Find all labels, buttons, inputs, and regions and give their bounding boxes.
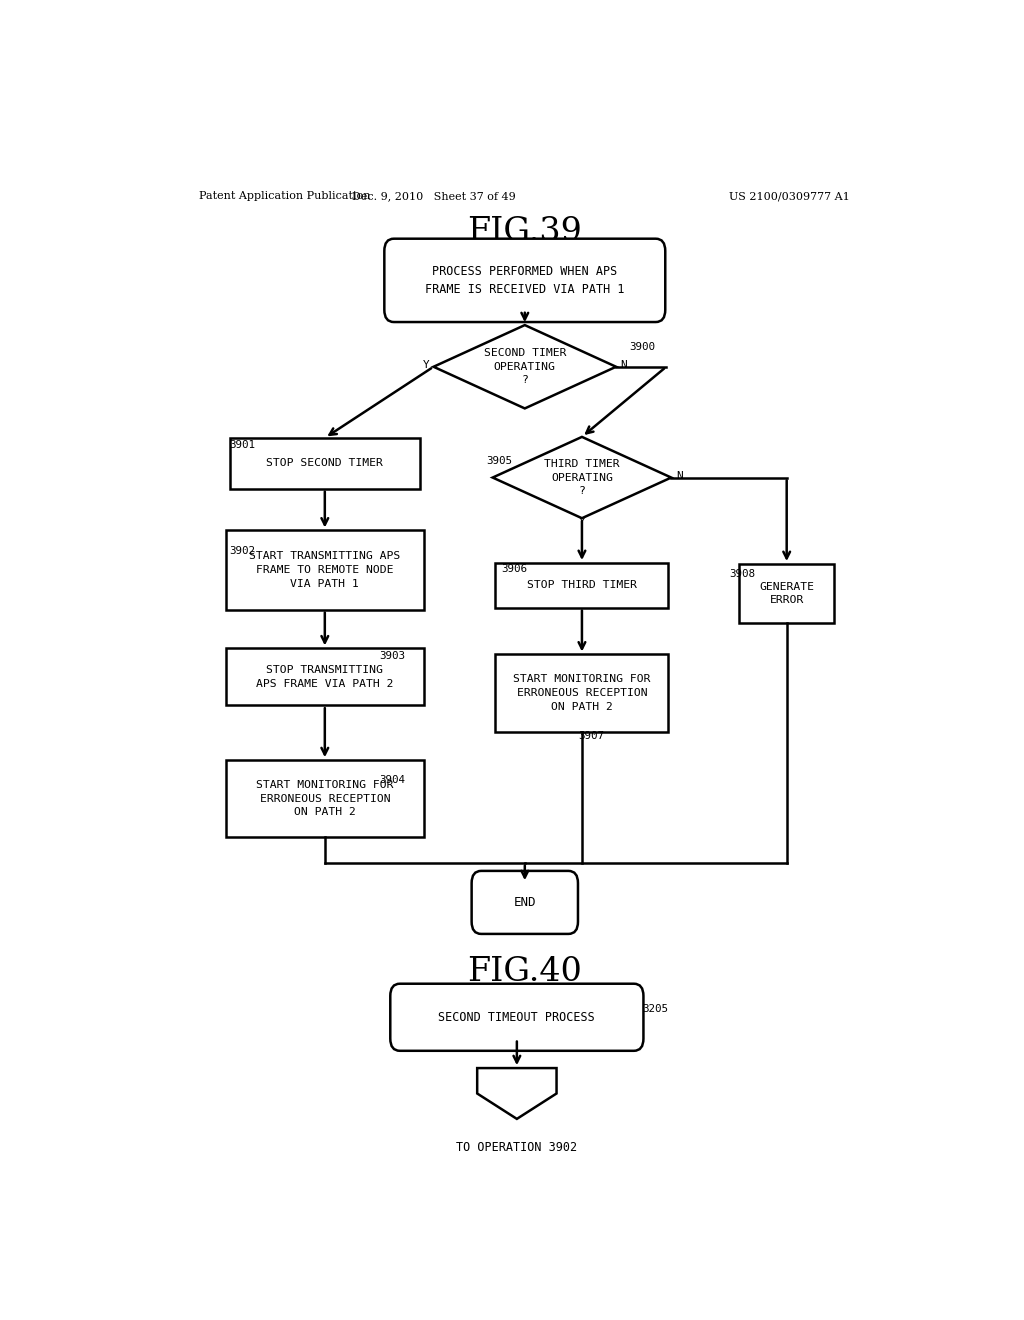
Text: 3904: 3904 bbox=[379, 775, 404, 785]
Bar bbox=[496, 562, 669, 607]
Text: Y: Y bbox=[579, 517, 586, 527]
Text: FIG.39: FIG.39 bbox=[467, 215, 583, 248]
Text: SECOND TIMER
OPERATING
?: SECOND TIMER OPERATING ? bbox=[483, 348, 566, 385]
Text: 3908: 3908 bbox=[729, 569, 756, 579]
Text: STOP TRANSMITTING
APS FRAME VIA PATH 2: STOP TRANSMITTING APS FRAME VIA PATH 2 bbox=[256, 665, 393, 689]
FancyBboxPatch shape bbox=[390, 983, 643, 1051]
Text: 3900: 3900 bbox=[630, 342, 655, 352]
Text: FIG.40: FIG.40 bbox=[467, 956, 583, 987]
Polygon shape bbox=[433, 325, 616, 408]
Text: 3901: 3901 bbox=[228, 440, 255, 450]
FancyBboxPatch shape bbox=[384, 239, 666, 322]
Text: STOP SECOND TIMER: STOP SECOND TIMER bbox=[266, 458, 383, 469]
Bar bbox=[739, 564, 835, 623]
Text: Y: Y bbox=[423, 360, 430, 370]
Text: N: N bbox=[620, 360, 627, 370]
Bar bbox=[496, 655, 669, 731]
Text: US 2100/0309777 A1: US 2100/0309777 A1 bbox=[729, 191, 850, 201]
Text: PROCESS PERFORMED WHEN APS
FRAME IS RECEIVED VIA PATH 1: PROCESS PERFORMED WHEN APS FRAME IS RECE… bbox=[425, 265, 625, 296]
Polygon shape bbox=[477, 1068, 557, 1119]
Polygon shape bbox=[493, 437, 671, 519]
Text: START TRANSMITTING APS
FRAME TO REMOTE NODE
VIA PATH 1: START TRANSMITTING APS FRAME TO REMOTE N… bbox=[249, 552, 400, 589]
Text: 3902: 3902 bbox=[228, 545, 255, 556]
FancyBboxPatch shape bbox=[472, 871, 578, 935]
Text: 3905: 3905 bbox=[486, 457, 513, 466]
Bar bbox=[225, 648, 424, 705]
Bar bbox=[225, 531, 424, 610]
Text: 3907: 3907 bbox=[578, 731, 604, 741]
Text: TO OPERATION 3902: TO OPERATION 3902 bbox=[457, 1142, 578, 1154]
Text: SECOND TIMEOUT PROCESS: SECOND TIMEOUT PROCESS bbox=[438, 1011, 595, 1024]
Bar bbox=[225, 760, 424, 837]
Bar bbox=[229, 438, 420, 488]
Text: Dec. 9, 2010   Sheet 37 of 49: Dec. 9, 2010 Sheet 37 of 49 bbox=[351, 191, 515, 201]
Text: STOP THIRD TIMER: STOP THIRD TIMER bbox=[527, 581, 637, 590]
Text: Patent Application Publication: Patent Application Publication bbox=[200, 191, 371, 201]
Text: END: END bbox=[514, 896, 536, 909]
Text: 3906: 3906 bbox=[501, 564, 527, 574]
Text: START MONITORING FOR
ERRONEOUS RECEPTION
ON PATH 2: START MONITORING FOR ERRONEOUS RECEPTION… bbox=[256, 780, 393, 817]
Text: GENERATE
ERROR: GENERATE ERROR bbox=[759, 582, 814, 605]
Text: START MONITORING FOR
ERRONEOUS RECEPTION
ON PATH 2: START MONITORING FOR ERRONEOUS RECEPTION… bbox=[513, 675, 650, 711]
Text: THIRD TIMER
OPERATING
?: THIRD TIMER OPERATING ? bbox=[544, 459, 620, 496]
Text: N: N bbox=[676, 470, 683, 480]
Text: 3903: 3903 bbox=[379, 652, 404, 661]
Text: 3205: 3205 bbox=[642, 1005, 669, 1014]
